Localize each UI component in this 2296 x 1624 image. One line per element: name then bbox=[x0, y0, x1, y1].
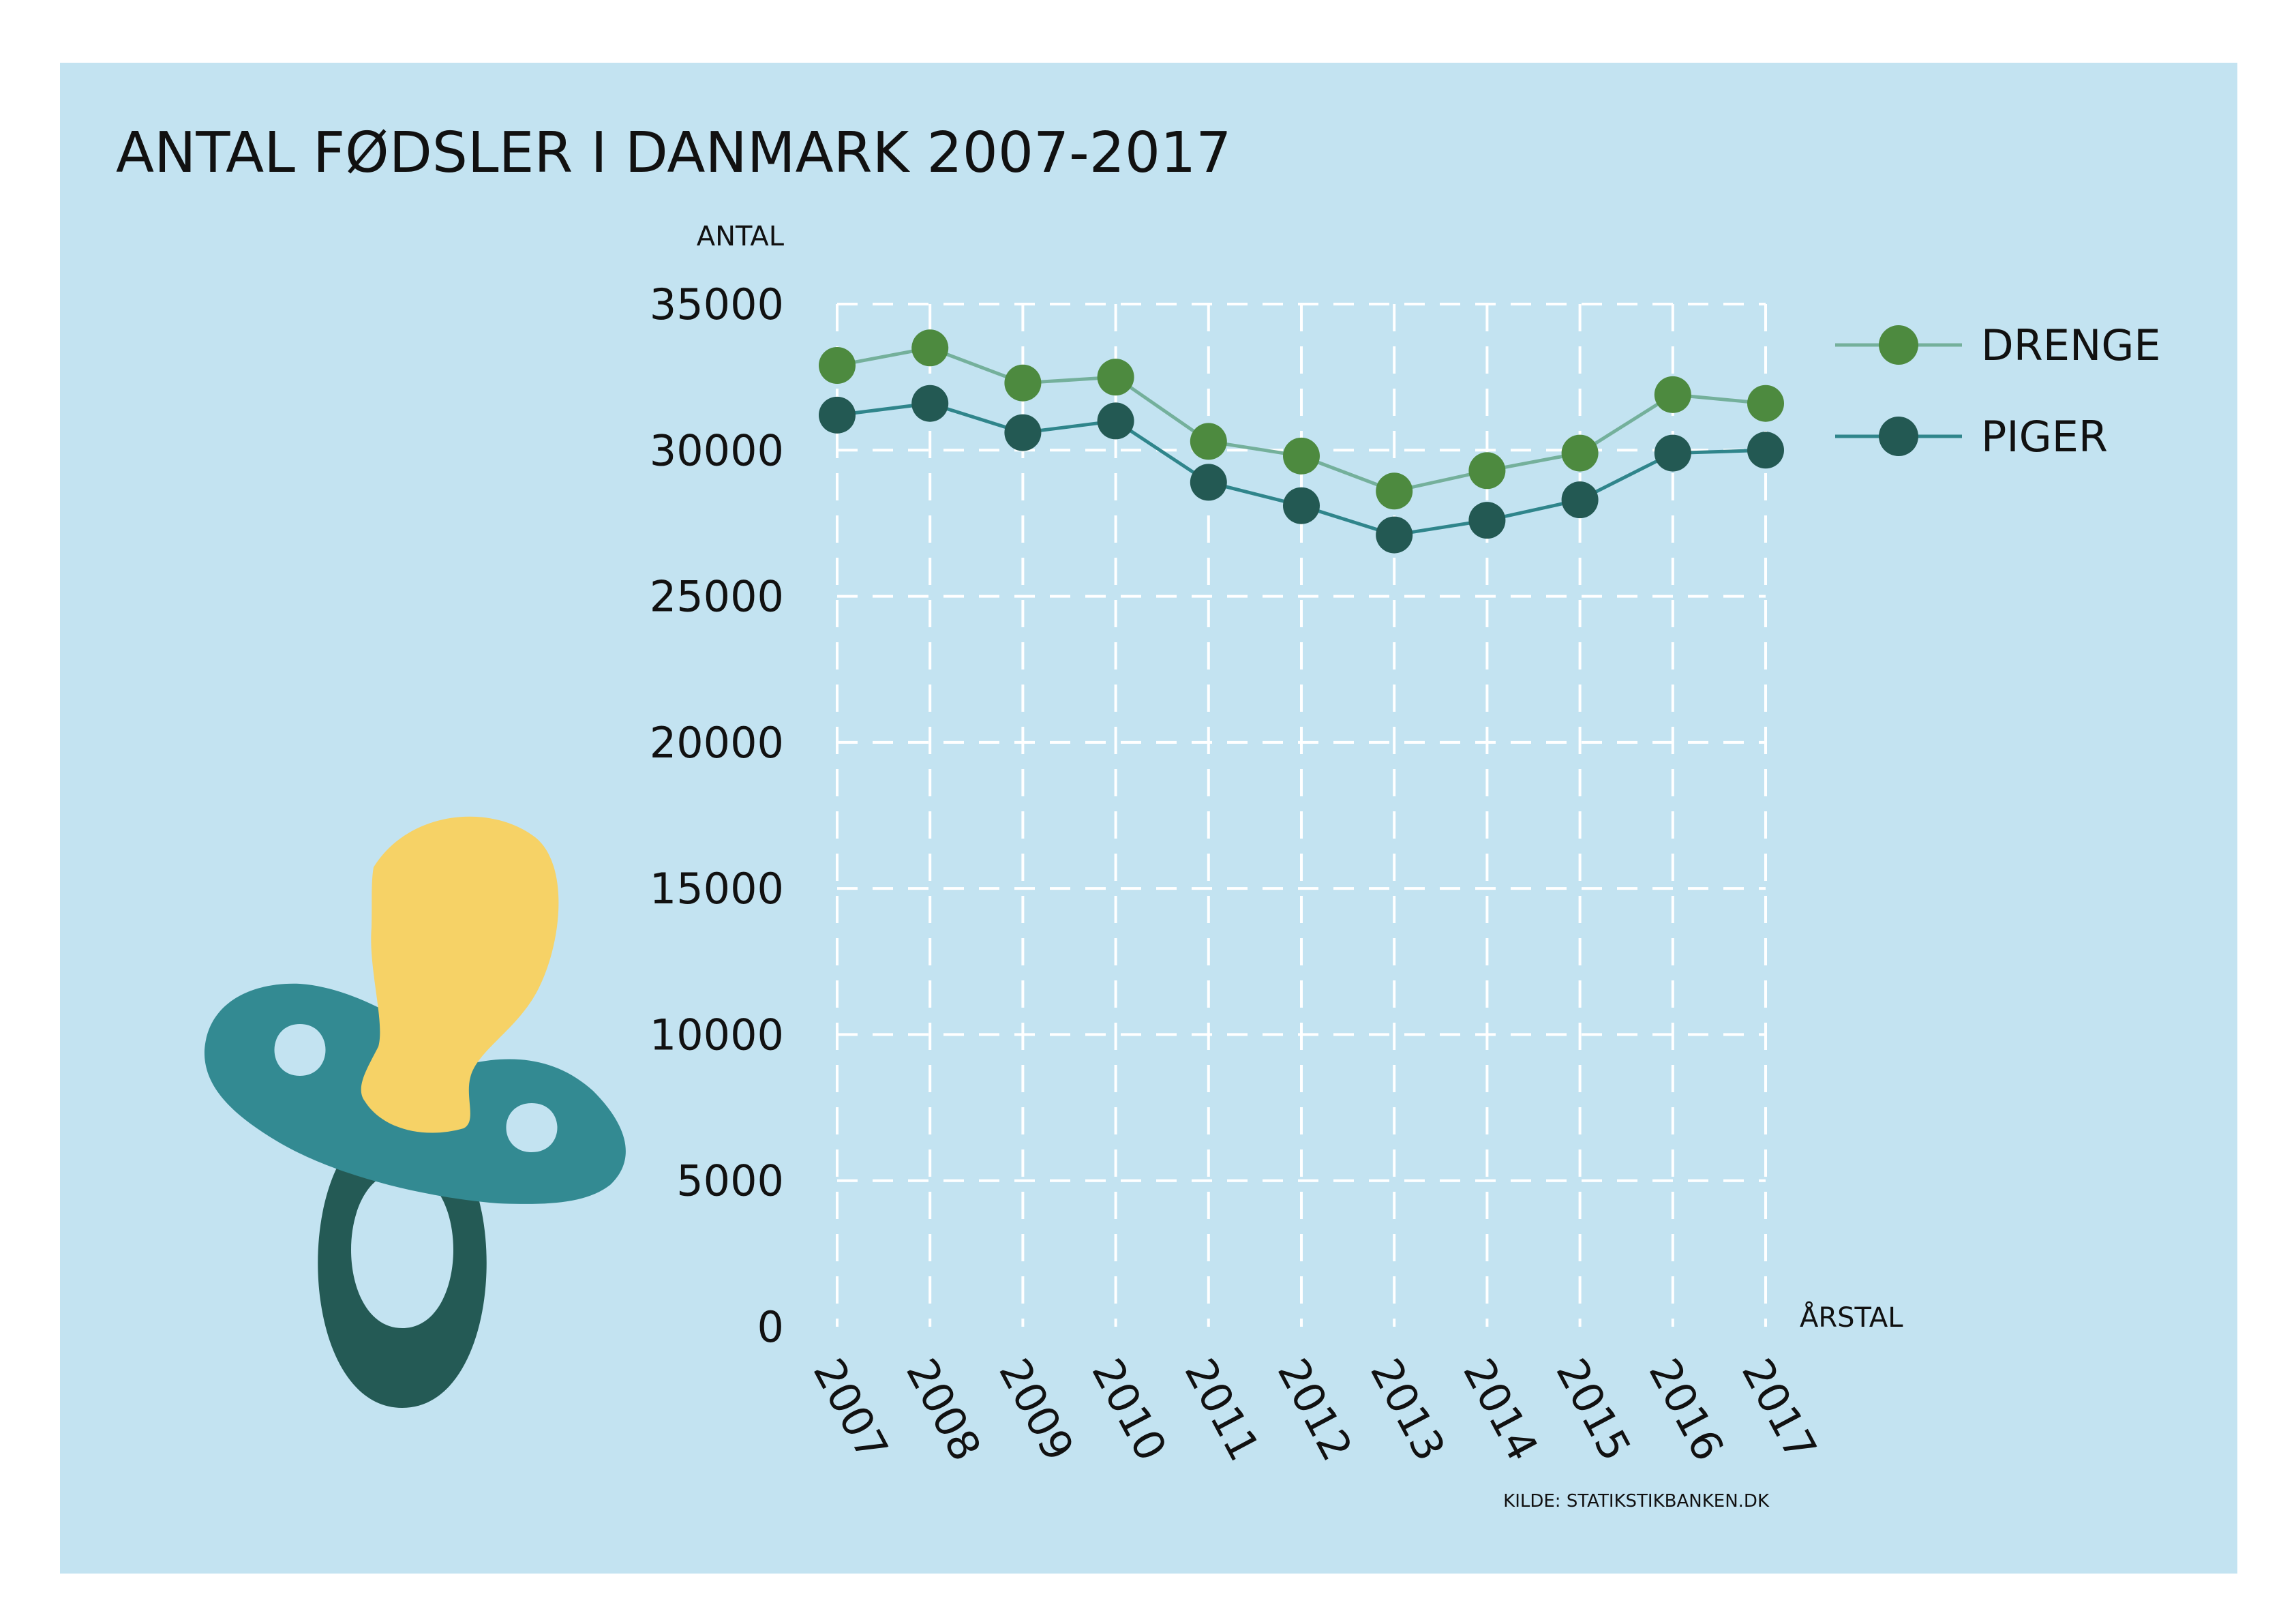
y-axis-label: ANTAL bbox=[697, 221, 785, 252]
data-point-piger bbox=[1004, 414, 1042, 451]
data-point-drenge bbox=[1097, 359, 1134, 396]
y-tick-label: 15000 bbox=[650, 864, 784, 914]
data-point-piger bbox=[1097, 402, 1134, 440]
y-tick-label: 20000 bbox=[650, 718, 784, 768]
background-panel bbox=[60, 63, 2237, 1574]
y-tick-label: 0 bbox=[757, 1302, 784, 1352]
data-point-drenge bbox=[819, 347, 856, 384]
data-point-piger bbox=[1561, 481, 1599, 519]
data-point-drenge bbox=[1004, 364, 1042, 402]
data-point-drenge bbox=[911, 329, 949, 367]
data-point-drenge bbox=[1654, 376, 1691, 413]
data-point-piger bbox=[911, 385, 949, 422]
data-point-drenge bbox=[1376, 472, 1413, 510]
pacifier-icon bbox=[204, 816, 626, 1408]
data-point-drenge bbox=[1190, 423, 1227, 460]
pacifier-nipple bbox=[361, 816, 559, 1133]
y-axis-ticks: 0 5000 10000 15000 20000 25000 30000 35000 bbox=[650, 280, 784, 1352]
data-point-piger bbox=[1190, 464, 1227, 501]
source-note: KILDE: STATIKSTIKBANKEN.DK bbox=[1503, 1491, 1770, 1512]
legend-label: PIGER bbox=[1981, 412, 2108, 462]
y-tick-label: 10000 bbox=[650, 1010, 784, 1059]
data-point-drenge bbox=[1561, 434, 1599, 472]
data-point-piger bbox=[1283, 487, 1320, 524]
data-point-piger bbox=[1654, 434, 1691, 472]
legend: DRENGE PIGER bbox=[1835, 320, 2161, 462]
legend-marker bbox=[1879, 417, 1918, 456]
y-tick-label: 35000 bbox=[650, 280, 784, 329]
data-point-drenge bbox=[1468, 452, 1506, 490]
legend-label: DRENGE bbox=[1981, 320, 2161, 370]
series-points bbox=[819, 329, 1784, 554]
legend-marker bbox=[1879, 325, 1918, 365]
data-point-piger bbox=[819, 396, 856, 434]
y-tick-label: 30000 bbox=[650, 425, 784, 475]
y-tick-label: 25000 bbox=[650, 572, 784, 622]
chart-grid bbox=[836, 303, 1767, 1327]
data-point-drenge bbox=[1283, 437, 1320, 475]
data-point-piger bbox=[1468, 502, 1506, 539]
x-axis-label: ÅRSTAL bbox=[1800, 1301, 1903, 1334]
data-point-drenge bbox=[1747, 385, 1784, 422]
data-point-piger bbox=[1747, 432, 1784, 469]
chart-title: ANTAL FØDSLER I DANMARK 2007-2017 bbox=[116, 121, 1231, 185]
data-point-piger bbox=[1376, 516, 1413, 554]
y-tick-label: 5000 bbox=[676, 1156, 784, 1206]
